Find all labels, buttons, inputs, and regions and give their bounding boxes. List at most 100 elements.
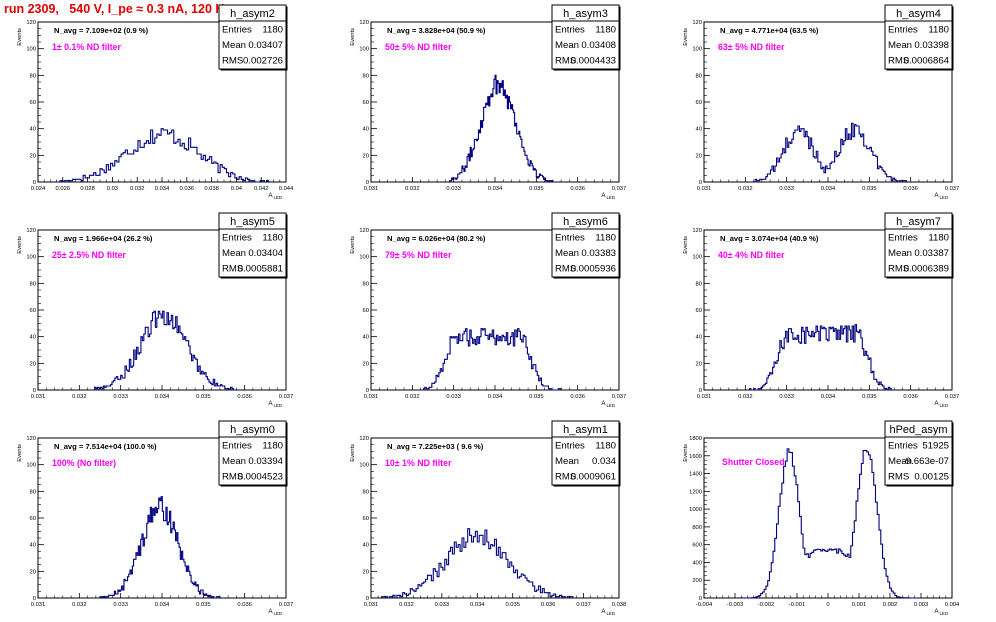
y-tick-label: 1600 bbox=[689, 454, 702, 460]
y-tick-label: 60 bbox=[30, 516, 36, 522]
y-tick-label: 20 bbox=[363, 361, 369, 367]
histogram-panel-h_asym4: 0.031 0.032 0.033 0.034 0.035 0.036 0.037 0 20 40… bbox=[683, 4, 959, 200]
stat-entries-label: Entries bbox=[888, 233, 918, 244]
stat-rms-label: RMS bbox=[555, 472, 576, 483]
y-tick-label: 200 bbox=[692, 578, 702, 584]
stat-mean-label: Mean bbox=[222, 248, 246, 259]
y-tick-label: 100 bbox=[26, 47, 36, 53]
x-tick-label: 0.042 bbox=[254, 186, 269, 192]
stat-mean-value: 0.03404 bbox=[248, 248, 283, 259]
stat-mean-value: 0.03383 bbox=[581, 248, 616, 259]
stats-box-frame bbox=[218, 212, 287, 278]
stat-rms-label: RMS bbox=[222, 472, 243, 483]
stat-mean-label: Mean bbox=[888, 456, 912, 467]
y-axis-label: Events bbox=[683, 444, 689, 462]
stat-entries-value: 1180 bbox=[595, 441, 616, 452]
stat-mean-value: 0.03398 bbox=[914, 40, 949, 51]
histogram-line bbox=[57, 128, 270, 183]
x-tick-label: 0.036 bbox=[903, 186, 918, 192]
histogram-line bbox=[753, 122, 908, 183]
y-tick-label: 40 bbox=[363, 127, 369, 133]
y-tick-label: 20 bbox=[363, 569, 369, 575]
x-tick-label: 0.032 bbox=[72, 602, 87, 608]
y-tick-label: 800 bbox=[692, 525, 702, 531]
y-tick-label: 60 bbox=[363, 308, 369, 314]
y-tick-label: 80 bbox=[696, 73, 702, 79]
y-tick-label: 20 bbox=[30, 569, 36, 575]
stat-entries-value: 1180 bbox=[262, 233, 283, 244]
x-axis-label: ALED bbox=[934, 400, 948, 408]
histogram-line bbox=[99, 496, 221, 599]
histogram-panel-h_asym3: 0.031 0.032 0.033 0.034 0.035 0.036 0.037 0 20 40… bbox=[350, 4, 626, 200]
y-tick-label: 20 bbox=[30, 153, 36, 159]
stat-rms-label: RMS bbox=[222, 56, 243, 67]
stat-entries-value: 1180 bbox=[262, 441, 283, 452]
stat-mean-value: 0.03408 bbox=[581, 40, 616, 51]
x-tick-label: 0.031 bbox=[364, 394, 379, 400]
x-tick-label: 0.034 bbox=[155, 602, 170, 608]
x-tick-label: 0.032 bbox=[738, 186, 753, 192]
x-tick-label: 0.032 bbox=[399, 602, 414, 608]
y-tick-label: 120 bbox=[359, 228, 369, 234]
x-tick-label: 0.036 bbox=[180, 186, 195, 192]
stats-box: h_asym6 Entries 1180 Mean 0.03383 RMS0.000593… bbox=[551, 212, 621, 279]
x-tick-label: 0.033 bbox=[779, 186, 794, 192]
y-tick-label: 120 bbox=[26, 228, 36, 234]
x-tick-label: 0.034 bbox=[470, 602, 485, 608]
stat-entries-label: Entries bbox=[555, 441, 585, 452]
y-axis-label: Events bbox=[17, 444, 23, 462]
y-tick-label: 80 bbox=[30, 281, 36, 287]
stats-box-frame bbox=[551, 212, 620, 278]
y-tick-label: 60 bbox=[696, 308, 702, 314]
x-tick-label: 0.033 bbox=[446, 394, 461, 400]
x-axis-label: ALED bbox=[601, 192, 615, 200]
histogram-name: h_asym3 bbox=[563, 8, 608, 20]
x-tick-label: 0.035 bbox=[529, 394, 544, 400]
stat-mean-label: Mean bbox=[555, 40, 579, 51]
histogram-name: h_asym4 bbox=[896, 8, 941, 20]
y-tick-label: 100 bbox=[692, 47, 702, 53]
x-tick-label: 0.034 bbox=[488, 394, 503, 400]
stat-mean-label: Mean bbox=[555, 248, 579, 259]
stat-entries-value: 51925 bbox=[922, 441, 949, 452]
x-tick-label: 0.003 bbox=[914, 602, 929, 608]
y-tick-label: 80 bbox=[363, 73, 369, 79]
x-tick-label: 0.004 bbox=[945, 602, 960, 608]
x-tick-label: 0.037 bbox=[612, 394, 627, 400]
stat-mean-value: 0.03394 bbox=[248, 456, 283, 467]
navg-label: N_avg = 7.109e+02 (0.9 %) bbox=[54, 26, 149, 35]
stat-rms-label: RMS bbox=[555, 56, 576, 67]
filter-annotation: Shutter Closed bbox=[722, 457, 785, 467]
x-tick-label: 0.033 bbox=[113, 602, 128, 608]
x-tick-label: 0.034 bbox=[821, 186, 836, 192]
histogram-name: h_asym7 bbox=[896, 216, 941, 228]
x-axis-label: ALED bbox=[934, 192, 948, 200]
x-tick-label: 0.032 bbox=[72, 394, 87, 400]
x-tick-label: 0.028 bbox=[80, 186, 95, 192]
histogram-panel-h_asym5: 0.031 0.032 0.033 0.034 0.035 0.036 0.037 0 20 40… bbox=[17, 212, 293, 408]
stat-rms-value: 0.0004523 bbox=[238, 472, 283, 483]
stat-entries-label: Entries bbox=[222, 441, 252, 452]
y-tick-label: 1800 bbox=[689, 436, 702, 442]
x-tick-label: 0.037 bbox=[945, 394, 960, 400]
y-tick-label: 20 bbox=[696, 361, 702, 367]
x-tick-label: -0.003 bbox=[727, 602, 743, 608]
stat-entries-label: Entries bbox=[555, 233, 585, 244]
histogram-name: h_asym0 bbox=[230, 424, 275, 436]
y-tick-label: 40 bbox=[696, 335, 702, 341]
y-axis-label: Events bbox=[683, 236, 689, 254]
y-axis-label: Events bbox=[350, 236, 356, 254]
y-tick-label: 40 bbox=[696, 127, 702, 133]
y-tick-label: 80 bbox=[363, 489, 369, 495]
y-axis-label: Events bbox=[350, 28, 356, 46]
x-tick-label: 0.036 bbox=[541, 602, 556, 608]
x-tick-label: 0.034 bbox=[821, 394, 836, 400]
x-tick-label: 0.035 bbox=[505, 602, 520, 608]
stat-mean-label: Mean bbox=[888, 40, 912, 51]
filter-annotation: 50± 5% ND filter bbox=[385, 42, 452, 52]
histogram-name: h_asym6 bbox=[563, 216, 608, 228]
stat-rms-value: 0.0005936 bbox=[571, 264, 616, 275]
stat-entries-value: 1180 bbox=[595, 25, 616, 36]
y-tick-label: 1400 bbox=[689, 472, 702, 478]
stats-box-frame bbox=[884, 212, 953, 278]
